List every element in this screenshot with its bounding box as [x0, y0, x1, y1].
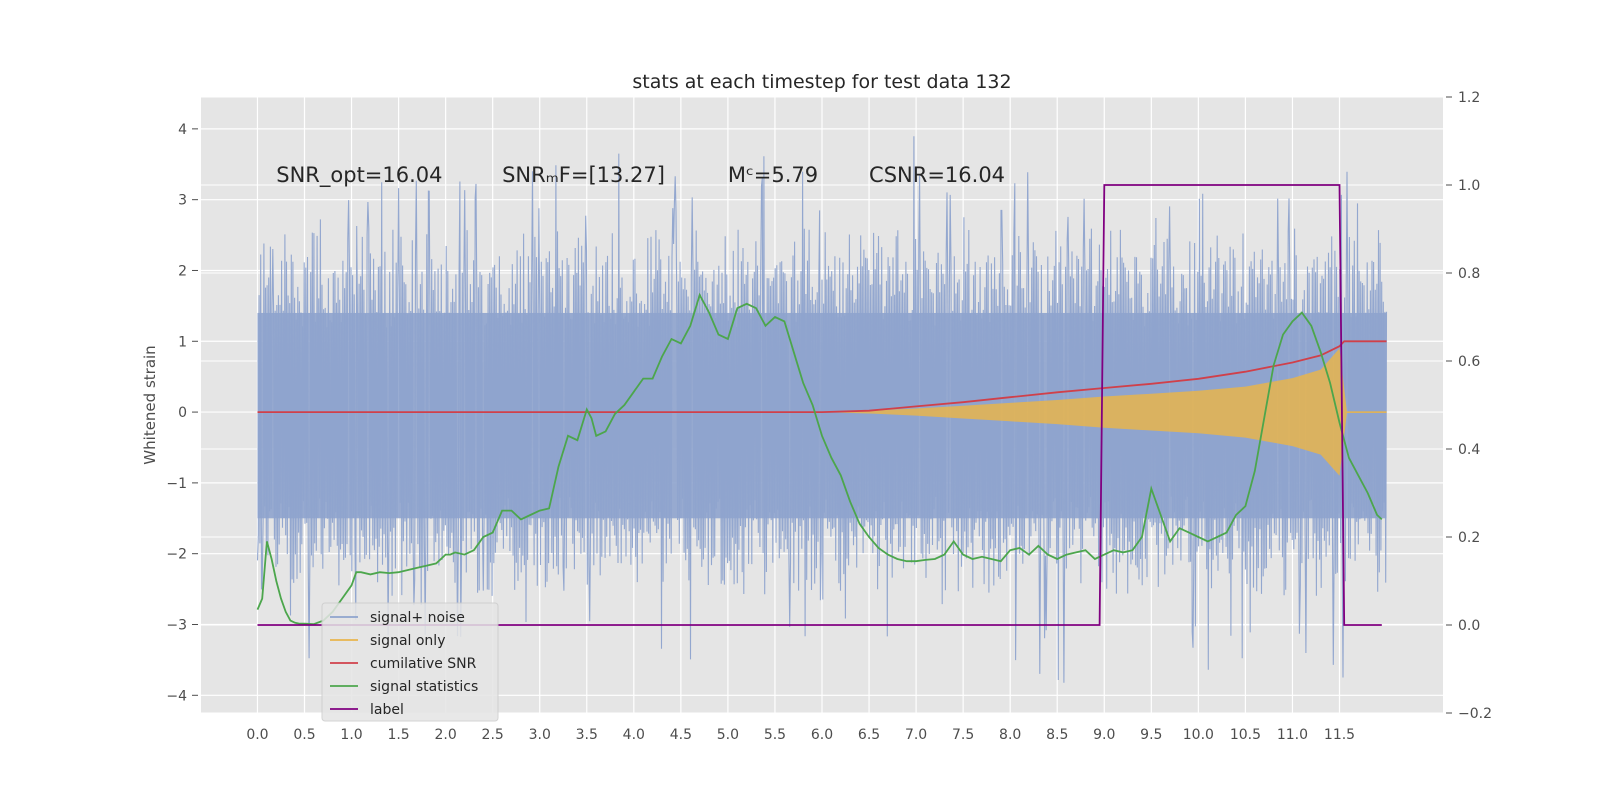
- x-tick-label: 0.5: [293, 727, 315, 743]
- y2-tick-label: −0.2: [1458, 706, 1492, 722]
- series-line-signal-statistics: [256, 292, 1383, 626]
- x-tick-label: 1.0: [340, 727, 362, 743]
- annotation-mc: Mᶜ=5.79: [728, 163, 818, 187]
- y-tick-label: 0: [178, 405, 187, 421]
- x-tick-label: 3.0: [529, 727, 551, 743]
- x-tick-label: 10.5: [1230, 727, 1261, 743]
- x-tick-label: 2.5: [482, 727, 504, 743]
- x-axis-ticks: 0.0 0.5 1.0 1.5 2.0 2.5 3.0 3.5 4.0 4.5 5.0 5.5 6.0 6…: [246, 727, 1355, 743]
- legend-label: signal only: [370, 633, 445, 649]
- annotation-snr-opt: SNR_opt=16.04: [276, 163, 442, 188]
- y-tick-label: −4: [166, 688, 187, 704]
- x-tick-label: 8.5: [1046, 727, 1068, 743]
- y2-tick-label: 0.4: [1458, 442, 1480, 458]
- y2-tick-label: 1.2: [1458, 90, 1480, 106]
- x-tick-label: 11.5: [1324, 727, 1355, 743]
- y2-tick-label: 0.6: [1458, 354, 1480, 370]
- y-tick-label: −3: [166, 617, 187, 633]
- x-tick-label: 5.5: [764, 727, 786, 743]
- y2-tick-label: 0.2: [1458, 530, 1480, 546]
- x-tick-label: 11.0: [1277, 727, 1308, 743]
- line-series: [256, 184, 1387, 626]
- y2-axis-ticks: 1.2 1.0 0.8 0.6 0.4 0.2 0.0 −0.2: [1446, 90, 1492, 722]
- annotation-csnr: CSNR=16.04: [869, 163, 1005, 187]
- y-tick-label: 2: [178, 263, 187, 279]
- y-axis-ticks: 4 3 2 1 0 −1 −2 −3 −4: [166, 122, 198, 704]
- legend-label: label: [370, 702, 404, 718]
- x-tick-label: 7.5: [952, 727, 974, 743]
- x-tick-label: 6.0: [811, 727, 833, 743]
- x-tick-label: 0.0: [246, 727, 268, 743]
- annotations: SNR_opt=16.04 SNRₘF=[13.27] Mᶜ=5.79 CSNR=16…: [276, 163, 1005, 188]
- signal-series: [822, 348, 1387, 476]
- y-tick-label: 3: [178, 193, 187, 209]
- legend: signal+ noise signal only cumilative SNR si…: [321, 602, 499, 722]
- y-tick-label: −2: [166, 547, 187, 563]
- y2-tick-label: 1.0: [1458, 178, 1480, 194]
- x-tick-label: 6.5: [858, 727, 880, 743]
- signal-noise-line: [256, 136, 1388, 683]
- y2-tick-label: 0.0: [1458, 618, 1480, 634]
- series-line-cumilative-snr: [257, 340, 1387, 413]
- legend-label: cumilative SNR: [370, 656, 477, 672]
- signal-only-band: [822, 348, 1347, 476]
- x-tick-label: 9.5: [1140, 727, 1162, 743]
- x-tick-label: 1.5: [387, 727, 409, 743]
- y2-tick-label: 0.8: [1458, 266, 1480, 282]
- x-tick-label: 4.5: [670, 727, 692, 743]
- y-tick-label: 4: [178, 122, 187, 138]
- x-tick-label: 4.0: [623, 727, 645, 743]
- series-line-label: [257, 184, 1382, 626]
- x-tick-label: 7.0: [905, 727, 927, 743]
- legend-label: signal statistics: [370, 679, 478, 695]
- x-tick-label: 10.0: [1183, 727, 1214, 743]
- x-tick-label: 8.0: [999, 727, 1021, 743]
- chart-title: stats at each timestep for test data 132: [632, 71, 1011, 93]
- legend-box: [321, 602, 499, 722]
- annotation-snr-mf: SNRₘF=[13.27]: [502, 163, 665, 187]
- y-tick-label: 1: [178, 334, 187, 350]
- x-tick-label: 5.0: [717, 727, 739, 743]
- x-tick-label: 9.0: [1093, 727, 1115, 743]
- legend-label: signal+ noise: [370, 610, 465, 626]
- x-tick-label: 2.0: [435, 727, 457, 743]
- y-tick-label: −1: [166, 476, 187, 492]
- x-tick-label: 3.5: [576, 727, 598, 743]
- y-axis-label: Whitened strain: [141, 345, 159, 464]
